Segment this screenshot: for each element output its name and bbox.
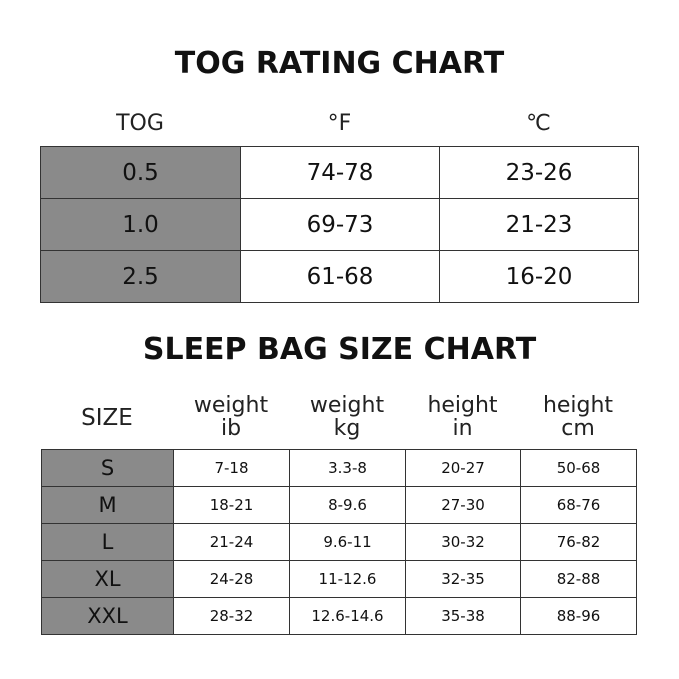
header-line: height — [427, 393, 498, 418]
size-column-header: height cm — [520, 394, 636, 440]
tog-table: 0.5 74-78 23-26 1.0 69-73 21-23 2.5 61-68 16-20 — [40, 146, 639, 303]
table-row: 1.0 69-73 21-23 — [40, 198, 639, 251]
table-row: L 21-24 9.6-11 30-32 76-82 — [41, 523, 637, 561]
table-cell: 61-68 — [240, 250, 440, 303]
size-column-header: weight kg — [289, 394, 405, 440]
tog-key-cell: 0.5 — [40, 146, 241, 199]
table-cell: 11-12.6 — [289, 560, 406, 598]
tog-chart-title: TOG RATING CHART — [174, 46, 505, 81]
table-cell: 88-96 — [520, 597, 637, 635]
table-cell: 9.6-11 — [289, 523, 406, 561]
size-key-cell: XL — [41, 560, 174, 598]
header-line: height — [542, 393, 614, 418]
header-line: cm — [561, 416, 595, 441]
table-cell: 27-30 — [405, 486, 521, 524]
table-cell: 20-27 — [405, 449, 521, 487]
table-cell: 18-21 — [173, 486, 290, 524]
header-line: SIZE — [81, 405, 133, 431]
table-cell: 21-23 — [439, 198, 639, 251]
fahrenheit-header: °F — [327, 111, 352, 136]
size-key-cell: XXL — [41, 597, 174, 635]
table-cell: 68-76 — [520, 486, 637, 524]
table-cell: 7-18 — [173, 449, 290, 487]
size-key-cell: M — [41, 486, 174, 524]
table-row: 0.5 74-78 23-26 — [40, 146, 639, 199]
table-cell: 23-26 — [439, 146, 639, 199]
table-cell: 76-82 — [520, 523, 637, 561]
size-key-cell: L — [41, 523, 174, 561]
header-line: kg — [333, 416, 361, 441]
size-column-header: height in — [405, 394, 520, 440]
table-cell: 35-38 — [405, 597, 521, 635]
tog-key-cell: 1.0 — [40, 198, 241, 251]
table-cell: 69-73 — [240, 198, 440, 251]
size-column-header: weight ib — [173, 394, 289, 440]
celsius-header: ℃ — [526, 111, 551, 136]
size-table: S 7-18 3.3-8 20-27 50-68 M 18-21 8-9.6 27-30 68-7… — [41, 449, 637, 635]
table-cell: 3.3-8 — [289, 449, 406, 487]
table-row: M 18-21 8-9.6 27-30 68-76 — [41, 486, 637, 524]
table-cell: 28-32 — [173, 597, 290, 635]
table-row: 2.5 61-68 16-20 — [40, 250, 639, 303]
table-cell: 74-78 — [240, 146, 440, 199]
table-cell: 8-9.6 — [289, 486, 406, 524]
table-cell: 16-20 — [439, 250, 639, 303]
size-column-header: SIZE — [41, 407, 173, 430]
tog-header: TOG — [116, 111, 164, 136]
header-line: weight — [309, 393, 385, 418]
table-cell: 50-68 — [520, 449, 637, 487]
header-line: weight — [193, 393, 269, 418]
table-cell: 21-24 — [173, 523, 290, 561]
table-row: XXL 28-32 12.6-14.6 35-38 88-96 — [41, 597, 637, 635]
tog-key-cell: 2.5 — [40, 250, 241, 303]
table-cell: 12.6-14.6 — [289, 597, 406, 635]
header-line: in — [452, 416, 473, 441]
table-cell: 82-88 — [520, 560, 637, 598]
table-row: XL 24-28 11-12.6 32-35 82-88 — [41, 560, 637, 598]
table-cell: 30-32 — [405, 523, 521, 561]
header-line: ib — [220, 416, 242, 441]
table-cell: 32-35 — [405, 560, 521, 598]
table-cell: 24-28 — [173, 560, 290, 598]
size-key-cell: S — [41, 449, 174, 487]
table-row: S 7-18 3.3-8 20-27 50-68 — [41, 449, 637, 487]
size-chart-title: SLEEP BAG SIZE CHART — [142, 332, 537, 367]
